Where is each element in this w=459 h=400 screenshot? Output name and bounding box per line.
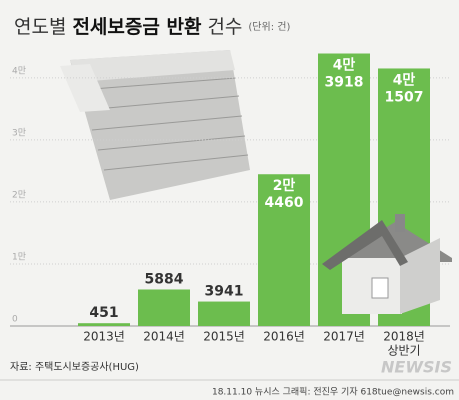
bar [258, 174, 310, 326]
x-tick-label: 2017년 [323, 330, 365, 344]
title-part: 전세보증금 반환 [72, 16, 201, 38]
bar [198, 301, 250, 326]
money-stack [60, 50, 250, 200]
value-label: 3918 [325, 75, 364, 91]
unit: (단위: 건) [248, 20, 290, 33]
y-tick-label: 1만 [12, 251, 26, 262]
value-label: 3941 [205, 284, 244, 300]
value-label: 1507 [385, 89, 424, 105]
x-tick-label: 2018년 [383, 330, 425, 344]
bar [78, 323, 130, 326]
y-tick-label: 4만 [12, 65, 26, 76]
logo: NEWSIS [381, 358, 452, 377]
x-tick-label: 2014년 [143, 330, 185, 344]
house [322, 214, 452, 314]
x-tick-label: 2013년 [83, 330, 125, 344]
value-label: 4460 [265, 195, 304, 211]
y-tick-label: 3만 [12, 127, 26, 138]
value-label: 451 [89, 305, 118, 321]
title-part: 연도별 [14, 16, 66, 38]
x-tick-label: 2015년 [203, 330, 245, 344]
y-tick-label: 2만 [12, 189, 26, 200]
value-label: 2만 [273, 178, 296, 194]
bar [138, 289, 190, 326]
credit: 18.11.10 뉴시스 그래픽: 전진우 기자 618tue@newsis.c… [212, 387, 454, 398]
value-label: 4만 [393, 72, 416, 88]
title-part: 건수 [207, 16, 242, 38]
y-tick-label: 0 [12, 315, 18, 325]
value-label: 4만 [333, 58, 356, 74]
x-tick-label: 상반기 [387, 344, 420, 358]
value-label: 5884 [145, 271, 184, 287]
source: 자료: 주택도시보증공사(HUG) [10, 361, 139, 373]
title: 연도별 전세보증금 반환 건수 (단위: 건) [14, 16, 290, 38]
x-tick-label: 2016년 [263, 330, 305, 344]
